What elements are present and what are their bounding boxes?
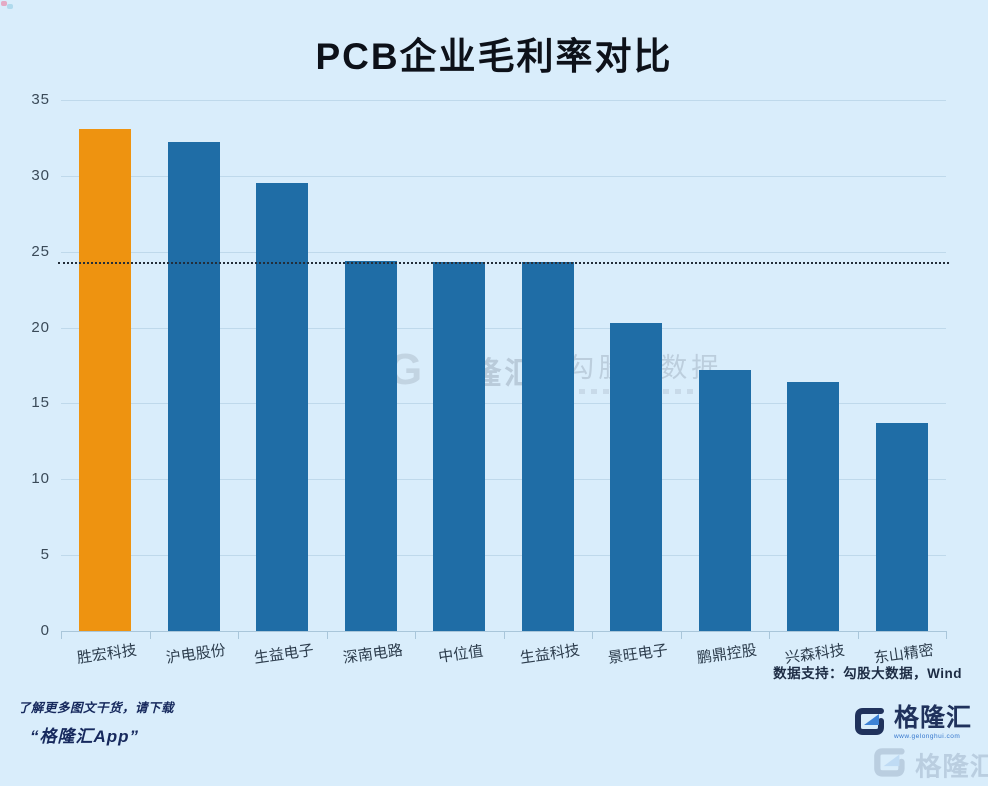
x-axis-label-鹏鼎控股: 鹏鼎控股 (695, 641, 758, 667)
gridline-y-25 (61, 251, 946, 253)
x-axis-tick (415, 631, 416, 639)
gelonghui-logo-url: www.gelonghui.com (893, 733, 961, 741)
y-axis-tick-25: 25 (31, 242, 50, 260)
bar-鹏鼎控股 (698, 370, 751, 631)
gridline-y-35 (61, 100, 946, 101)
x-axis-label-生益电子: 生益电子 (252, 641, 315, 667)
x-axis-label-沪电股份: 沪电股份 (164, 641, 227, 667)
x-axis-tick (503, 631, 505, 639)
promo-line2: “格隆汇App” (30, 727, 140, 746)
y-axis-tick-10: 10 (31, 470, 50, 488)
x-axis-tick (946, 631, 947, 639)
bar-深南电路 (344, 260, 397, 631)
bar-生益科技 (521, 262, 574, 631)
gelonghui-logo-watermark: 格隆汇 (870, 743, 988, 786)
bar-景旺电子 (610, 323, 663, 631)
corner-artifact (0, 0, 16, 12)
y-axis-tick-15: 15 (31, 394, 50, 412)
x-axis-tick (238, 631, 239, 639)
y-axis-tick-35: 35 (31, 91, 50, 108)
bar-东山精密 (875, 423, 928, 631)
gridline-y-5 (61, 555, 946, 557)
gelonghui-logo: 格隆汇 www.gelonghui.com (851, 703, 972, 744)
promo-text: 了解更多图文干货，请下载 “格隆汇App” (18, 697, 174, 747)
bar-沪电股份 (167, 142, 220, 631)
y-axis-tick-5: 5 (40, 546, 50, 564)
x-axis-tick (857, 631, 859, 639)
x-axis-tick (149, 631, 151, 639)
promo-line1: 了解更多图文干货，请下载 (18, 701, 175, 715)
y-axis-tick-20: 20 (31, 318, 50, 336)
bar-生益电子 (256, 183, 309, 631)
y-axis-tick-30: 30 (31, 166, 50, 184)
x-axis-tick (592, 631, 593, 639)
median-reference-line (58, 262, 949, 265)
gelonghui-logo-text-ghost: 格隆汇 (915, 751, 988, 782)
chart-title: PCB企业毛利率对比 (315, 36, 673, 77)
gridline-y-15 (61, 403, 946, 405)
data-source-note: 数据支持：勾股大数据，Wind (773, 666, 962, 681)
x-axis-tick (61, 631, 62, 639)
x-axis-label-深南电路: 深南电路 (341, 641, 404, 667)
x-axis-label-景旺电子: 景旺电子 (606, 641, 669, 667)
x-axis-label-生益科技: 生益科技 (518, 641, 581, 667)
x-axis-tick (769, 631, 770, 639)
gelonghui-logo-text: 格隆汇 (893, 704, 972, 733)
gelonghui-g-icon (851, 703, 887, 744)
gridline-y-30 (61, 175, 946, 177)
gridline-y-20 (61, 327, 946, 329)
bar-胜宏科技 (79, 128, 132, 631)
bar-兴森科技 (787, 382, 840, 631)
x-axis-label-中位值: 中位值 (437, 642, 485, 666)
gridline-y-10 (61, 479, 946, 481)
x-axis-label-胜宏科技: 胜宏科技 (75, 641, 138, 667)
gelonghui-g-icon-ghost (870, 743, 908, 786)
bar-中位值 (433, 262, 486, 631)
x-axis-tick (680, 631, 682, 639)
x-axis-tick (326, 631, 328, 639)
y-axis-tick-0: 0 (40, 622, 50, 639)
